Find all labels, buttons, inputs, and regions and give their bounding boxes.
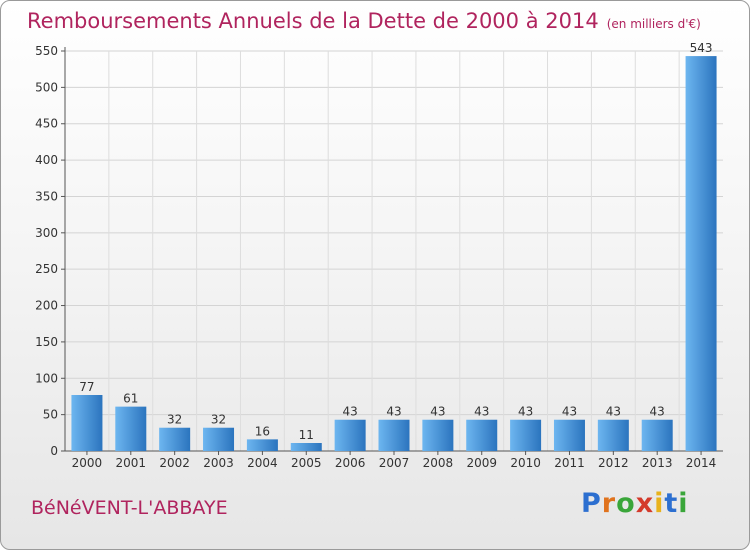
y-tick-label: 200 xyxy=(35,299,58,313)
bar-2010 xyxy=(510,419,542,451)
data-label-2007: 43 xyxy=(386,405,401,419)
x-tick-label-2007: 2007 xyxy=(379,456,410,470)
bar-2009 xyxy=(466,419,498,451)
chart-title: Remboursements Annuels de la Dette de 20… xyxy=(27,9,701,33)
y-tick-label: 350 xyxy=(35,189,58,203)
x-tick-label-2003: 2003 xyxy=(203,456,234,470)
data-label-2014: 543 xyxy=(690,41,713,55)
data-label-2011: 43 xyxy=(562,405,577,419)
data-label-2013: 43 xyxy=(650,405,665,419)
bar-2012 xyxy=(597,419,629,451)
proxiti-logo: Proxiti xyxy=(581,488,689,519)
data-label-2001: 61 xyxy=(123,392,138,406)
y-tick-label: 400 xyxy=(35,153,58,167)
bars xyxy=(71,56,717,451)
x-tick-label-2008: 2008 xyxy=(423,456,454,470)
data-label-2004: 16 xyxy=(255,424,270,438)
data-label-2005: 11 xyxy=(299,428,314,442)
y-tick-label: 50 xyxy=(43,408,58,422)
axes xyxy=(61,47,723,455)
x-tick-label-2002: 2002 xyxy=(159,456,190,470)
x-tick-label-2006: 2006 xyxy=(335,456,366,470)
y-tick-labels: 0 50 100 150 200 250 300 350 400 450 500 550 xyxy=(35,44,58,458)
chart-title-text: Remboursements Annuels de la Dette de 20… xyxy=(27,9,599,33)
bar-2003 xyxy=(203,427,235,451)
data-label-2003: 32 xyxy=(211,413,226,427)
data-label-2006: 43 xyxy=(342,405,357,419)
y-tick-label: 450 xyxy=(35,117,58,131)
y-tick-label: 500 xyxy=(35,80,58,94)
bar-2005 xyxy=(290,443,322,451)
data-labels: 77 61 32 32 16 11 43 43 43 43 43 43 43 43 543 xyxy=(79,41,712,442)
x-tick-label-2010: 2010 xyxy=(510,456,541,470)
bar-2004 xyxy=(246,439,278,451)
bar-2006 xyxy=(334,419,366,451)
bar-2001 xyxy=(115,406,147,451)
x-tick-label-2014: 2014 xyxy=(686,456,717,470)
x-tick-label-2000: 2000 xyxy=(72,456,103,470)
grid-lines xyxy=(65,50,723,451)
x-tick-label-2009: 2009 xyxy=(466,456,497,470)
y-tick-label: 100 xyxy=(35,371,58,385)
bar-2007 xyxy=(378,419,410,451)
y-tick-label: 550 xyxy=(35,44,58,58)
chart-unit: (en milliers d'€) xyxy=(606,17,701,31)
bar-2008 xyxy=(422,419,454,451)
data-label-2000: 77 xyxy=(79,380,94,394)
x-tick-labels: 2000 2001 2002 2003 2004 2005 2006 2007 2008 2009… xyxy=(72,456,717,470)
y-tick-label: 0 xyxy=(50,444,58,458)
x-tick-label-2011: 2011 xyxy=(554,456,585,470)
data-label-2012: 43 xyxy=(606,405,621,419)
bar-2002 xyxy=(159,427,191,451)
y-tick-label: 300 xyxy=(35,226,58,240)
data-label-2010: 43 xyxy=(518,405,533,419)
data-label-2008: 43 xyxy=(430,405,445,419)
x-tick-label-2013: 2013 xyxy=(642,456,673,470)
y-tick-label: 150 xyxy=(35,335,58,349)
x-tick-label-2012: 2012 xyxy=(598,456,629,470)
bar-2013 xyxy=(641,419,673,451)
bar-2000 xyxy=(71,395,103,451)
x-tick-label-2004: 2004 xyxy=(247,456,278,470)
y-tick-label: 250 xyxy=(35,262,58,276)
bar-2011 xyxy=(553,419,585,451)
x-tick-label-2001: 2001 xyxy=(116,456,147,470)
bar-2014 xyxy=(685,56,717,451)
x-tick-label-2005: 2005 xyxy=(291,456,322,470)
data-label-2002: 32 xyxy=(167,413,182,427)
data-label-2009: 43 xyxy=(474,405,489,419)
commune-name: BéNéVENT-L'ABBAYE xyxy=(31,497,228,519)
